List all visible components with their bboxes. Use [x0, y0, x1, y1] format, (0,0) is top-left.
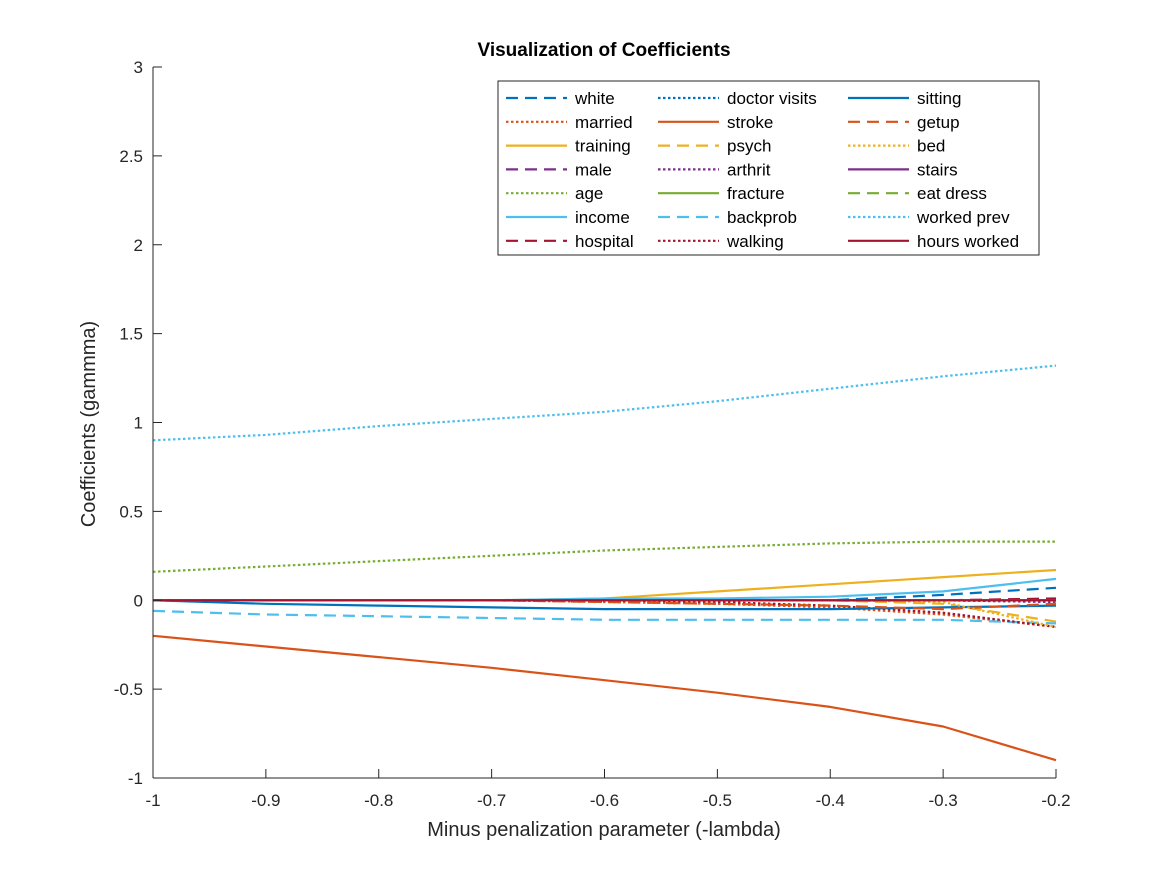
legend-item-hours-worked: hours worked — [848, 232, 1019, 251]
legend-label: hospital — [575, 232, 634, 251]
legend-item-white: white — [506, 89, 615, 108]
legend-label: eat dress — [917, 184, 987, 203]
x-tick-label: -0.9 — [251, 791, 280, 810]
legend-item-doctor-visits: doctor visits — [658, 89, 817, 108]
legend-label: stairs — [917, 160, 958, 179]
y-tick-label: 3 — [134, 58, 143, 77]
legend-item-married: married — [506, 113, 633, 132]
legend-item-stairs: stairs — [848, 160, 958, 179]
x-axis-label: Minus penalization parameter (-lambda) — [427, 819, 781, 841]
legend-item-arthrit: arthrit — [658, 160, 771, 179]
series-line-age — [152, 540, 1056, 573]
legend-label: white — [574, 89, 615, 108]
x-tick-label: -0.4 — [816, 791, 845, 810]
series-line-psych — [153, 599, 1057, 623]
legend-label: age — [575, 184, 603, 203]
x-tick-label: -0.8 — [364, 791, 393, 810]
legend-item-backprob: backprob — [658, 208, 797, 227]
legend-label: hours worked — [917, 232, 1019, 251]
x-tick-label: -0.5 — [703, 791, 732, 810]
legend-label: training — [575, 137, 631, 156]
y-tick-label: 1 — [134, 414, 143, 433]
legend-label: worked prev — [916, 208, 1010, 227]
y-ticks: -1 -0.5 0 0.5 1 1.5 2 2.5 3 — [114, 58, 162, 788]
legend-item-income: income — [506, 208, 630, 227]
legend-item-eat-dress: eat dress — [848, 184, 987, 203]
x-tick-label: -1 — [145, 791, 160, 810]
legend-item-worked-prev: worked prev — [848, 208, 1010, 227]
legend-item-hospital: hospital — [506, 232, 634, 251]
legend-label: arthrit — [727, 160, 771, 179]
series-line-getup — [153, 599, 1057, 611]
y-axis-label: Coefficients (gammma) — [78, 321, 100, 527]
legend-item-walking: walking — [658, 232, 784, 251]
legend-item-male: male — [506, 160, 612, 179]
series-layer — [152, 364, 1057, 762]
legend-label: married — [575, 113, 633, 132]
x-ticks: -1 -0.9 -0.8 -0.7 -0.6 -0.5 -0.4 -0.3 -0.2 — [145, 769, 1071, 810]
legend: white married training male age income hospita… — [497, 80, 1040, 256]
legend-label: bed — [917, 137, 945, 156]
legend-label: doctor visits — [727, 89, 817, 108]
y-tick-label: 2 — [134, 236, 143, 255]
legend-item-bed: bed — [848, 137, 945, 156]
y-tick-label: 0.5 — [119, 502, 143, 521]
legend-label: fracture — [727, 184, 785, 203]
x-tick-label: -0.2 — [1041, 791, 1070, 810]
legend-label: income — [575, 208, 630, 227]
y-tick-label: 1.5 — [119, 325, 143, 344]
legend-label: getup — [917, 113, 960, 132]
chart-title: Visualization of Coefficients — [477, 40, 730, 61]
series-line-backprob — [152, 609, 1057, 625]
y-tick-label: 2.5 — [119, 147, 143, 166]
y-tick-label: -1 — [128, 769, 143, 788]
legend-item-age: age — [506, 184, 603, 203]
legend-label: walking — [726, 232, 784, 251]
x-tick-label: -0.7 — [477, 791, 506, 810]
legend-item-stroke: stroke — [658, 113, 773, 132]
legend-item-fracture: fracture — [658, 184, 785, 203]
legend-label: backprob — [727, 208, 797, 227]
y-tick-label: 0 — [134, 591, 143, 610]
legend-item-sitting: sitting — [848, 89, 961, 108]
x-tick-label: -0.3 — [928, 791, 957, 810]
legend-item-psych: psych — [658, 137, 771, 156]
legend-label: sitting — [917, 89, 961, 108]
series-line-worked-prev — [152, 364, 1057, 442]
y-tick-label: -0.5 — [114, 680, 143, 699]
series-line-white — [153, 586, 1057, 602]
legend-label: psych — [727, 137, 771, 156]
legend-item-training: training — [506, 137, 631, 156]
x-tick-label: -0.6 — [590, 791, 619, 810]
series-line-stroke — [152, 634, 1057, 762]
legend-label: stroke — [727, 113, 773, 132]
legend-item-getup: getup — [848, 113, 960, 132]
legend-label: male — [575, 160, 612, 179]
legend-box — [497, 80, 1040, 256]
